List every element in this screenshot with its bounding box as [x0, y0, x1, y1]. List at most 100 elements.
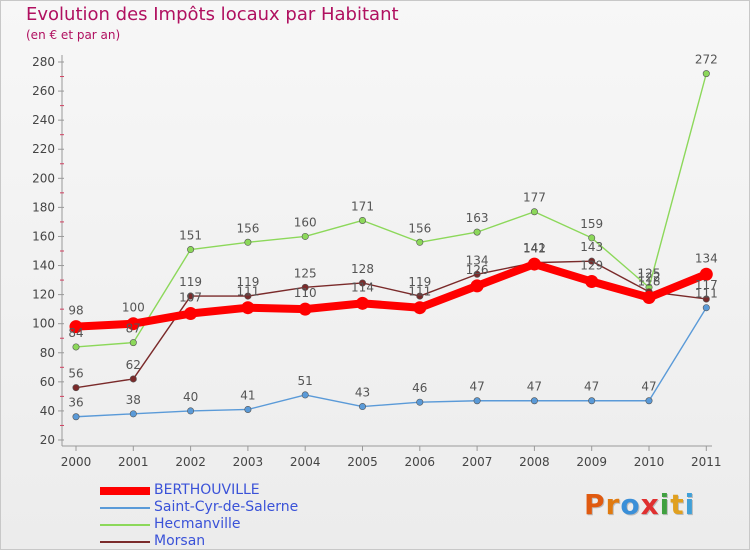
- y-tick-label: 100: [32, 317, 55, 331]
- data-label: 51: [298, 374, 313, 388]
- x-tick-label: 2001: [118, 455, 149, 469]
- y-tick-label: 240: [32, 113, 55, 127]
- data-point: [129, 410, 137, 418]
- data-point: [588, 257, 596, 265]
- data-label: 62: [126, 358, 141, 372]
- data-point: [187, 246, 195, 254]
- data-point: [301, 391, 309, 399]
- data-point: [72, 384, 80, 392]
- data-point: [588, 397, 596, 405]
- data-point: [129, 339, 137, 347]
- data-point: [530, 208, 538, 216]
- y-tick-label: 20: [40, 433, 55, 447]
- data-point: [72, 343, 80, 351]
- data-label: 107: [179, 291, 202, 305]
- data-label: 177: [523, 191, 546, 205]
- legend-swatch: [100, 541, 150, 543]
- data-point: [416, 398, 424, 406]
- x-tick-label: 2005: [347, 455, 378, 469]
- y-tick-label: 260: [32, 84, 55, 98]
- logo-letter: P: [584, 488, 606, 521]
- data-point: [702, 295, 710, 303]
- data-label: 40: [183, 390, 198, 404]
- data-label: 160: [294, 215, 317, 229]
- data-label: 142: [523, 242, 546, 256]
- data-label: 43: [355, 386, 370, 400]
- chart-title: Evolution des Impôts locaux par Habitant: [26, 4, 399, 25]
- y-tick-label: 180: [32, 200, 55, 214]
- x-tick-label: 2007: [462, 455, 493, 469]
- data-point: [416, 238, 424, 246]
- data-point: [473, 397, 481, 405]
- data-point: [129, 375, 137, 383]
- data-label: 143: [580, 240, 603, 254]
- proxiti-logo: Proxiti: [584, 488, 695, 521]
- data-label: 156: [408, 221, 431, 235]
- data-label: 56: [68, 367, 83, 381]
- data-label: 119: [179, 275, 202, 289]
- data-label: 134: [466, 253, 489, 267]
- data-label: 87: [126, 322, 141, 336]
- data-label: 128: [351, 262, 374, 276]
- data-label: 38: [126, 393, 141, 407]
- data-point: [416, 292, 424, 300]
- y-tick-label: 280: [32, 55, 55, 69]
- x-tick-label: 2009: [576, 455, 607, 469]
- series-line-berthouville: [72, 260, 711, 331]
- data-label: 141: [523, 241, 546, 255]
- chart-subtitle: (en € et par an): [26, 28, 121, 42]
- y-tick-label: 160: [32, 229, 55, 243]
- data-label: 134: [695, 251, 718, 265]
- legend-swatch: [100, 524, 150, 526]
- data-point: [69, 320, 83, 334]
- data-point: [358, 279, 366, 287]
- y-tick-label: 40: [40, 404, 55, 418]
- y-tick-label: 60: [40, 375, 55, 389]
- y-tick-label: 80: [40, 346, 55, 360]
- data-point: [702, 304, 710, 312]
- series-line-hecmanville: [75, 72, 707, 348]
- data-label: 36: [68, 396, 83, 410]
- data-point: [126, 317, 140, 331]
- data-label: 151: [179, 229, 202, 243]
- data-label: 159: [580, 217, 603, 231]
- data-label: 110: [294, 286, 317, 300]
- data-point: [298, 302, 312, 316]
- data-point: [530, 397, 538, 405]
- data-label: 47: [469, 380, 484, 394]
- data-point: [413, 301, 427, 315]
- data-label: 47: [584, 380, 599, 394]
- data-point: [301, 232, 309, 240]
- data-label: 119: [408, 275, 431, 289]
- data-point: [184, 307, 198, 321]
- data-label: 47: [527, 380, 542, 394]
- x-tick-label: 2011: [691, 455, 722, 469]
- data-label: 125: [638, 266, 661, 280]
- legend-label: Hecmanville: [154, 516, 241, 532]
- logo-letter: i: [659, 488, 671, 521]
- data-label: 272: [695, 53, 718, 67]
- series-line-morsan: [75, 260, 707, 389]
- data-point: [244, 238, 252, 246]
- data-point: [72, 413, 80, 421]
- x-tick-label: 2003: [233, 455, 264, 469]
- data-label: 98: [68, 304, 83, 318]
- legend-swatch: [100, 487, 150, 495]
- data-point: [645, 397, 653, 405]
- data-point: [473, 270, 481, 278]
- data-point: [187, 292, 195, 300]
- data-point: [187, 407, 195, 415]
- x-tick-label: 2006: [405, 455, 436, 469]
- x-tick-label: 2002: [175, 455, 206, 469]
- logo-letter: r: [605, 488, 621, 521]
- data-label: 41: [240, 388, 255, 402]
- x-tick-label: 2004: [290, 455, 321, 469]
- data-label: 163: [466, 211, 489, 225]
- data-point: [588, 234, 596, 242]
- logo-letter: i: [684, 488, 696, 521]
- data-label: 126: [466, 263, 489, 277]
- data-point: [585, 275, 599, 289]
- data-point: [358, 216, 366, 224]
- data-label: 84: [68, 326, 83, 340]
- data-label: 171: [351, 199, 374, 213]
